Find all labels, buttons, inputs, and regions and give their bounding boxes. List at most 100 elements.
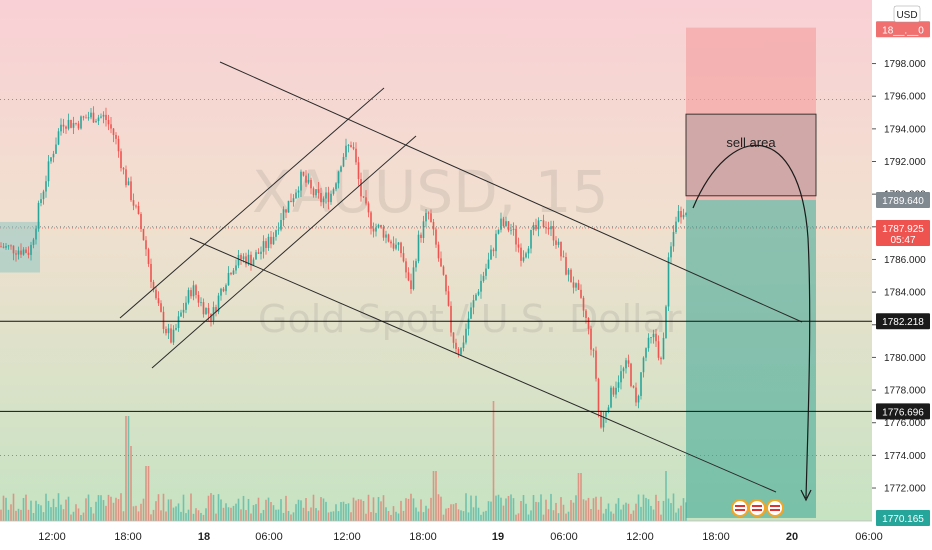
candle-body: [135, 205, 137, 207]
candle-body: [472, 300, 475, 308]
candle-body: [345, 145, 347, 157]
volume-bar: [150, 514, 152, 521]
volume-bar: [557, 513, 560, 521]
candle-body: [352, 147, 355, 149]
volume-bar: [562, 504, 565, 521]
candle-body: [567, 269, 570, 275]
volume-bar: [492, 401, 495, 521]
volume-bar: [67, 496, 70, 521]
candle-body: [420, 234, 422, 238]
candle-body: [640, 372, 642, 396]
time-axis[interactable]: [0, 521, 872, 550]
volume-bar: [312, 494, 315, 521]
candle-body: [417, 234, 420, 262]
volume-bar: [455, 503, 457, 521]
volume-bar: [425, 505, 427, 521]
volume-bar: [297, 499, 300, 521]
candle-body: [107, 119, 110, 125]
volume-bar: [180, 511, 182, 521]
volume-bar: [75, 504, 77, 521]
volume-bar: [460, 510, 462, 521]
volume-bar: [637, 494, 640, 521]
volume-bar: [290, 514, 292, 521]
candle-body: [520, 247, 522, 261]
candle-body: [480, 280, 482, 292]
volume-bar: [537, 502, 540, 521]
descending-channel-lower: [189, 237, 777, 493]
volume-bar: [80, 514, 82, 521]
volume-bar: [452, 504, 455, 521]
candle-body: [330, 193, 332, 203]
candle-body: [252, 259, 255, 266]
candle-body: [320, 193, 322, 203]
volume-bar: [552, 510, 555, 521]
candle-body: [525, 253, 527, 258]
volume-bar: [20, 509, 22, 521]
currency-button[interactable]: [893, 5, 921, 23]
candle-body: [537, 220, 540, 230]
volume-bar: [615, 503, 617, 521]
candle-body: [575, 283, 577, 288]
volume-bar: [362, 500, 365, 521]
time-tick-label: 18:00: [114, 531, 142, 543]
candle-body: [547, 228, 550, 230]
volume-bar: [585, 500, 587, 521]
volume-bar: [50, 507, 52, 521]
volume-bar: [660, 514, 662, 521]
volume-bar: [680, 505, 682, 521]
volume-bar: [305, 498, 307, 521]
candle-body: [175, 328, 177, 330]
price-axis[interactable]: [872, 0, 932, 550]
volume-bar: [142, 498, 145, 521]
candle-body: [265, 241, 267, 249]
price-tick-label: 1796.000: [884, 92, 926, 103]
volume-bar: [430, 497, 432, 521]
volume-bar: [295, 504, 297, 521]
candle-body: [402, 253, 405, 262]
candle-body: [37, 202, 40, 229]
candle-body: [605, 412, 607, 417]
volume-bar: [220, 499, 222, 521]
volume-bar: [172, 507, 175, 521]
candle-body: [595, 350, 597, 379]
candle-body: [32, 239, 35, 245]
volume-bar: [285, 495, 287, 521]
candle-body: [367, 203, 370, 213]
volume-bar: [395, 511, 397, 521]
target-price-badge-text: 1789.640: [882, 196, 924, 207]
candle-body: [62, 124, 65, 127]
candle-body: [275, 230, 277, 237]
volume-bar: [357, 499, 360, 521]
volume-bar: [232, 505, 235, 521]
candle-body: [357, 162, 360, 180]
volume-bar: [157, 494, 160, 521]
candle-body: [382, 227, 385, 238]
candle-body: [70, 119, 72, 128]
volume-bar: [490, 501, 492, 521]
currency-label: USD: [896, 10, 917, 21]
last-price-badge-countdown: 05:47: [890, 235, 915, 246]
volume-bar: [302, 507, 305, 521]
volume-bar: [375, 512, 377, 521]
volume-bar: [252, 505, 255, 521]
volume-bar: [37, 504, 40, 521]
candle-body: [620, 371, 622, 383]
candle-body: [55, 144, 57, 154]
candle-body: [632, 386, 635, 388]
us-event-icon[interactable]: [766, 499, 784, 517]
volume-bar: [310, 507, 312, 521]
candle-body: [100, 116, 102, 118]
volume-bar: [447, 508, 450, 521]
volume-bar: [127, 416, 130, 521]
candle-body: [505, 221, 507, 227]
us-event-icon[interactable]: [748, 499, 766, 517]
volume-bar: [432, 471, 435, 521]
us-event-icon[interactable]: [731, 499, 749, 517]
volume-bar: [470, 495, 472, 521]
volume-bar: [267, 497, 270, 521]
volume-bar: [382, 495, 385, 521]
candle-body: [560, 241, 562, 257]
volume-bar: [40, 505, 42, 521]
